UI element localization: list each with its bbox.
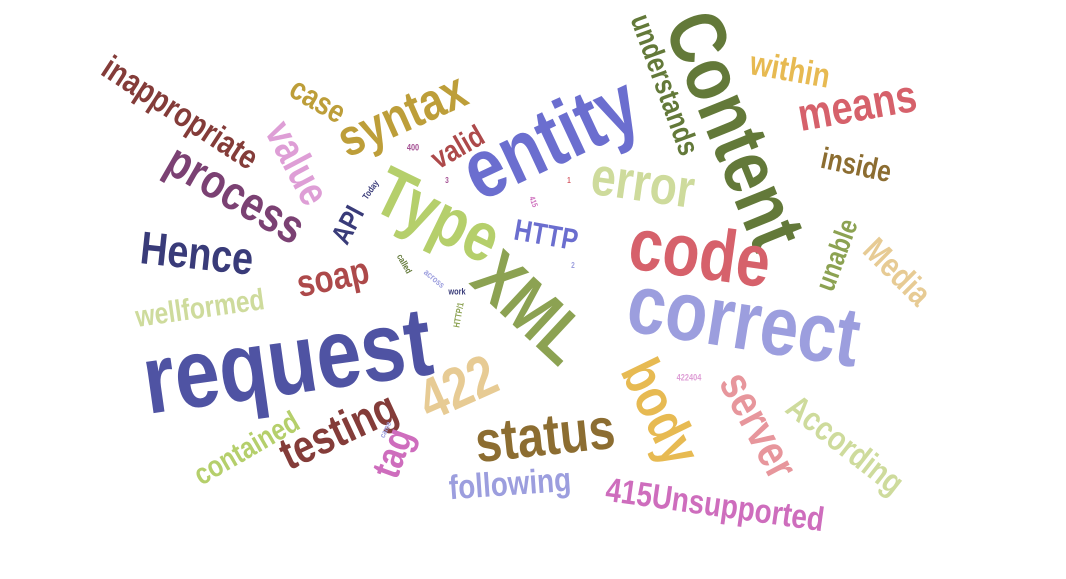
word-hence: Hence bbox=[137, 221, 257, 285]
word-2: 2 bbox=[571, 261, 575, 270]
word-work: work bbox=[448, 286, 466, 297]
word-code: code bbox=[624, 201, 776, 304]
word-422404: 422404 bbox=[676, 372, 702, 383]
word-status: status bbox=[471, 395, 619, 476]
word-400: 400 bbox=[406, 142, 420, 153]
word-body: body bbox=[609, 348, 714, 475]
word-1: 1 bbox=[567, 176, 571, 185]
word-api: API bbox=[324, 200, 371, 249]
word-inside: inside bbox=[817, 141, 895, 190]
word-http1: HTTP/1 bbox=[451, 301, 466, 329]
word-3: 3 bbox=[445, 176, 449, 185]
word-called: called bbox=[394, 252, 414, 276]
word-media: Media bbox=[855, 230, 939, 314]
word-according: According bbox=[778, 387, 912, 503]
word-error: error bbox=[587, 146, 699, 220]
word-across: across bbox=[421, 267, 447, 291]
word-415: 415 bbox=[527, 195, 540, 209]
word-415unsupported: 415Unsupported bbox=[603, 470, 827, 540]
word-following: following bbox=[447, 460, 573, 508]
